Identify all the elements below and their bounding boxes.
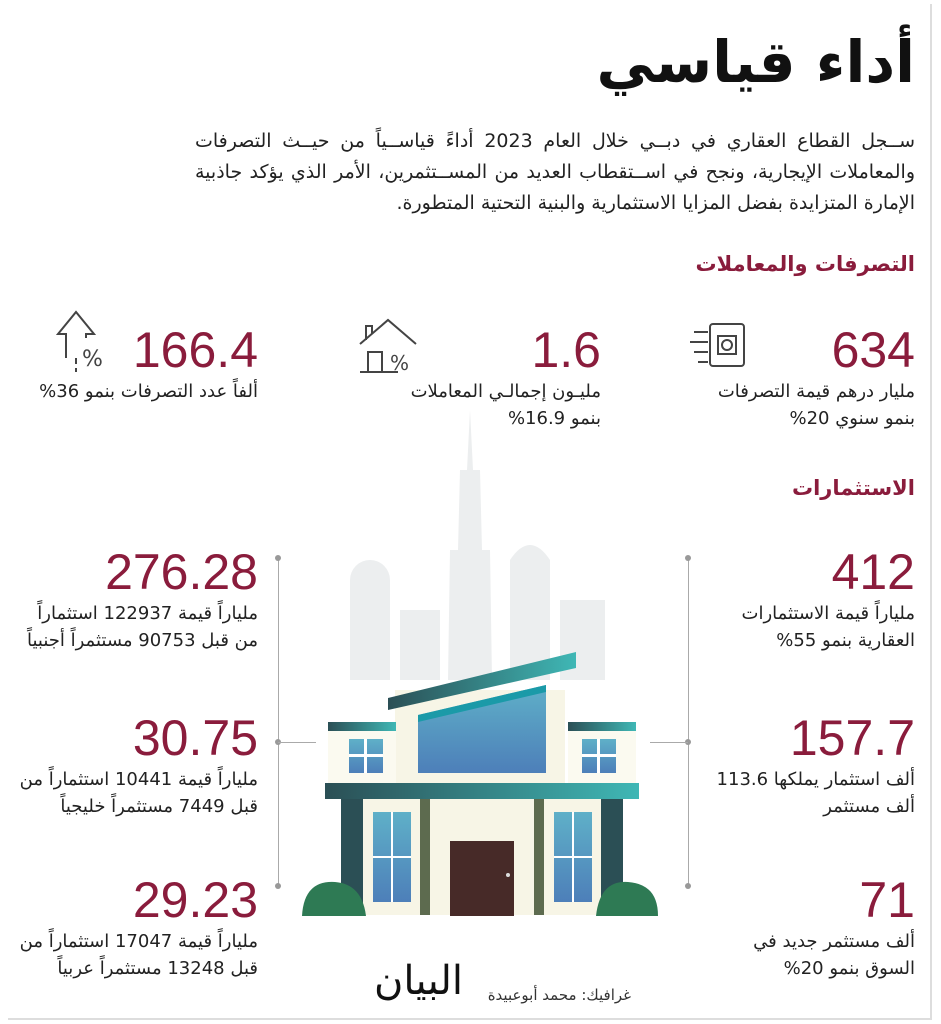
connector-horizontal xyxy=(278,742,316,743)
connector-line-left xyxy=(278,558,279,886)
svg-text:%: % xyxy=(82,347,103,372)
arrow-up-percent-icon: % xyxy=(56,310,103,372)
stat-transactions-value: 634 مليار درهم قيمة التصرفات بنمو سنوي 2… xyxy=(675,322,915,432)
al-bayan-logo: البيان xyxy=(373,958,463,1004)
connector-line-right xyxy=(688,558,689,886)
stat-foreign-investors: 276.28 ملياراً قيمة 122937 استثماراً من … xyxy=(18,544,258,654)
frame xyxy=(8,4,932,1020)
stat-desc: ألف مستثمر جديد في السوق بنمو 20% xyxy=(753,931,915,979)
stat-new-investors: 71 ألف مستثمر جديد في السوق بنمو 20% xyxy=(675,872,915,982)
connector-dot xyxy=(685,739,691,745)
stat-investments-count: 157.7 ألف استثمار يملكها 113.6 ألف مستثم… xyxy=(675,710,915,820)
stat-value: 634 xyxy=(831,322,915,378)
stat-desc: ملياراً قيمة 10441 استثماراً من قبل 7449… xyxy=(19,769,258,817)
house-illustration xyxy=(302,652,658,916)
stat-value: 30.75 xyxy=(132,710,258,766)
stat-value: 29.23 xyxy=(132,872,258,928)
stat-desc: ملياراً قيمة 122937 استثماراً من قبل 907… xyxy=(27,603,258,651)
stat-gulf-investors: 30.75 ملياراً قيمة 10441 استثماراً من قب… xyxy=(18,710,258,820)
stat-desc: مليـون إجمالـي المعاملات بنمو 16.9% xyxy=(410,381,601,429)
svg-text:%: % xyxy=(390,351,409,374)
connector-dot xyxy=(275,883,281,889)
stat-desc: ملياراً قيمة الاستثمارات العقارية بنمو 5… xyxy=(741,603,916,651)
stat-desc: ملياراً قيمة 17047 استثماراً من قبل 1324… xyxy=(19,931,258,979)
connector-dot xyxy=(275,555,281,561)
stat-desc: ألفاً عدد التصرفات بنمو 36% xyxy=(39,381,258,402)
stat-total-transactions: 1.6 مليـون إجمالـي المعاملات بنمو 16.9% xyxy=(361,322,601,432)
intro-paragraph: ســجل القطاع العقاري في دبــي خلال العام… xyxy=(195,130,915,214)
stat-value: 166.4 xyxy=(132,322,258,378)
house-percent-icon: % xyxy=(359,318,417,374)
skyline-illustration xyxy=(350,410,605,680)
stat-value: 412 xyxy=(831,544,915,600)
section-heading-investments: الاستثمارات xyxy=(792,476,915,500)
page-title: أداء قياسي xyxy=(596,28,915,96)
stat-value: 276.28 xyxy=(105,544,258,600)
stat-investment-value: 412 ملياراً قيمة الاستثمارات العقارية بن… xyxy=(675,544,916,654)
stat-arab-investors: 29.23 ملياراً قيمة 17047 استثماراً من قب… xyxy=(18,872,258,982)
section-heading-transactions: التصرفات والمعاملات xyxy=(695,252,915,276)
stat-desc: مليار درهم قيمة التصرفات بنمو سنوي 20% xyxy=(717,381,915,429)
stat-value: 1.6 xyxy=(531,322,601,378)
stat-desc: ألف استثمار يملكها 113.6 ألف مستثمر xyxy=(716,769,915,817)
connector-horizontal xyxy=(650,742,688,743)
stat-transactions-count: 166.4 ألفاً عدد التصرفات بنمو 36% xyxy=(18,322,258,405)
money-cash-icon xyxy=(690,323,745,367)
connector-dot xyxy=(685,555,691,561)
stat-value: 71 xyxy=(859,872,915,928)
graphic-credit: غرافيك: محمد أبوعبيدة xyxy=(487,986,631,1004)
stat-value: 157.7 xyxy=(789,710,915,766)
connector-dot xyxy=(685,883,691,889)
